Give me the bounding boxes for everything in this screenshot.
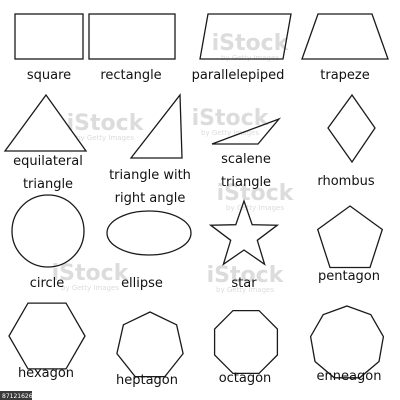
hexagon-shape — [8, 302, 86, 370]
shape-item-square: square — [14, 13, 84, 83]
watermark-credit: by Getty Images — [226, 204, 284, 212]
watermark-text: iStock — [212, 31, 290, 56]
shape-item-hexagon: hexagon — [8, 302, 86, 381]
rhombus-shape — [327, 93, 376, 164]
shape-item-star: star — [208, 199, 280, 291]
square-shape — [14, 13, 84, 60]
heptagon-shape — [116, 311, 184, 378]
watermark-credit: by Getty Images — [76, 134, 134, 142]
shape-item-equilateral-triangle: equilateral triangle — [3, 93, 88, 192]
circle-label: circle — [30, 276, 65, 291]
watermark-text: iStock — [67, 111, 145, 136]
watermark-text: iStock — [52, 261, 130, 286]
square-label: square — [27, 68, 71, 83]
rhombus-label: rhombus — [317, 174, 374, 189]
watermark-credit: by Getty Images — [201, 129, 259, 137]
circle-shape — [11, 194, 85, 268]
shape-item-scalene-triangle: scalene triangle — [211, 117, 282, 190]
stock-id-text: 871216266 — [2, 393, 37, 400]
scalene-triangle-shape — [211, 117, 282, 145]
right-triangle-label: right angle — [115, 191, 186, 206]
stock-id-strip — [0, 391, 32, 400]
ellipse-shape — [106, 210, 192, 256]
heptagon-label: heptagon — [116, 373, 178, 388]
shape-item-heptagon: heptagon — [116, 311, 184, 388]
scalene-triangle-label: scalene — [221, 152, 271, 167]
watermark-credit: by Getty Images — [221, 54, 279, 62]
pentagon-shape — [316, 205, 384, 269]
shape-item-rectangle: rectangle — [88, 13, 176, 83]
equilateral-triangle-label: triangle — [23, 177, 73, 192]
star-label: star — [231, 276, 257, 291]
watermark-text: iStock — [207, 263, 285, 288]
shape-item-enneagon: enneagon — [309, 305, 385, 384]
star-shape — [208, 199, 280, 266]
hexagon-label: hexagon — [18, 366, 74, 381]
parallelepiped-label: parallelepiped — [192, 68, 285, 83]
trapeze-shape — [301, 13, 389, 60]
enneagon-label: enneagon — [317, 369, 382, 384]
shape-item-octagon: octagon — [213, 309, 279, 386]
shape-item-trapeze: trapeze — [301, 13, 389, 83]
right-triangle-shape — [129, 93, 183, 159]
rectangle-label: rectangle — [100, 68, 161, 83]
shape-item-parallelepiped: parallelepiped — [192, 13, 292, 83]
enneagon-shape — [309, 305, 385, 379]
rectangle-shape — [88, 13, 176, 60]
watermark-text: iStock — [217, 181, 295, 206]
watermark-credit: by Getty Images — [61, 284, 119, 292]
shape-item-right-triangle: triangle with right angle — [109, 93, 191, 206]
octagon-label: octagon — [219, 371, 272, 386]
equilateral-triangle-label: equilateral — [13, 154, 83, 169]
shape-item-circle: circle — [11, 194, 85, 291]
shape-item-rhombus: rhombus — [317, 93, 376, 189]
scalene-triangle-label: triangle — [221, 175, 271, 190]
shape-item-ellipse: ellipse — [106, 210, 192, 291]
parallelepiped-shape — [199, 13, 292, 60]
trapeze-label: trapeze — [320, 68, 369, 83]
pentagon-label: pentagon — [318, 269, 380, 284]
equilateral-triangle-shape — [3, 93, 88, 152]
watermark-credit: by Getty Images — [216, 286, 274, 294]
octagon-shape — [213, 309, 279, 375]
right-triangle-label: triangle with — [109, 168, 191, 183]
ellipse-label: ellipse — [121, 276, 163, 291]
shape-item-pentagon: pentagon — [316, 205, 384, 284]
